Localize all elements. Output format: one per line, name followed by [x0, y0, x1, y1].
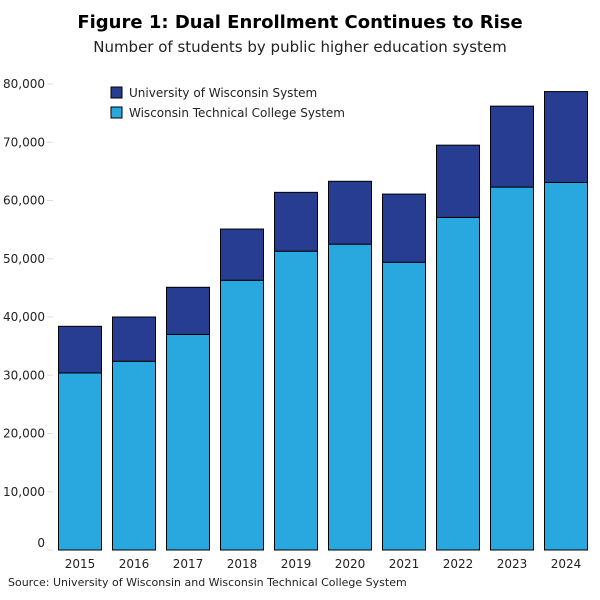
bar-uw-2015	[58, 325, 102, 374]
y-tick-label: 20,000	[3, 427, 45, 441]
y-tick-label: 70,000	[3, 135, 45, 149]
y-tick-label: 10,000	[3, 485, 45, 499]
x-tick-label: 2020	[335, 557, 366, 571]
bar-wtcs-2021	[382, 261, 426, 551]
bar-uw-2016	[112, 316, 156, 362]
x-tick-label: 2022	[443, 557, 474, 571]
bar-wtcs-2019	[274, 250, 318, 551]
bar-wtcs-2018	[220, 279, 264, 551]
legend-label: University of Wisconsin System	[129, 86, 317, 100]
bar-uw-2019	[274, 191, 318, 252]
bar-wtcs-2022	[436, 216, 480, 551]
bar-wtcs-2017	[166, 333, 210, 551]
legend-swatch	[110, 106, 123, 119]
y-tick-label: 80,000	[3, 77, 45, 91]
bar-wtcs-2020	[328, 243, 372, 551]
x-tick-label: 2023	[497, 557, 528, 571]
y-tick-label: 40,000	[3, 310, 45, 324]
bar-wtcs-2023	[490, 186, 534, 551]
y-tick-label: 30,000	[3, 368, 45, 382]
legend-label: Wisconsin Technical College System	[129, 106, 345, 120]
bar-uw-2022	[436, 144, 480, 218]
y-tick-label: 50,000	[3, 252, 45, 266]
y-tick-label: 60,000	[3, 194, 45, 208]
y-tick-label: 0	[37, 536, 45, 550]
bar-uw-2024	[544, 91, 588, 183]
x-tick-label: 2024	[551, 557, 582, 571]
bar-wtcs-2016	[112, 360, 156, 551]
x-tick-label: 2016	[119, 557, 150, 571]
bar-wtcs-2015	[58, 372, 102, 551]
bar-uw-2021	[382, 193, 426, 263]
x-tick-label: 2015	[65, 557, 96, 571]
bar-uw-2020	[328, 180, 372, 245]
chart-title: Figure 1: Dual Enrollment Continues to R…	[77, 12, 523, 33]
x-tick-label: 2021	[389, 557, 420, 571]
bar-uw-2023	[490, 105, 534, 188]
x-tick-label: 2019	[281, 557, 312, 571]
x-tick-label: 2017	[173, 557, 204, 571]
bar-uw-2018	[220, 228, 264, 281]
legend-swatch	[110, 86, 123, 99]
chart-subtitle: Number of students by public higher educ…	[93, 38, 507, 56]
bar-uw-2017	[166, 286, 210, 335]
bar-wtcs-2024	[544, 181, 588, 551]
x-tick-label: 2018	[227, 557, 258, 571]
source-note: Source: University of Wisconsin and Wisc…	[8, 576, 407, 589]
